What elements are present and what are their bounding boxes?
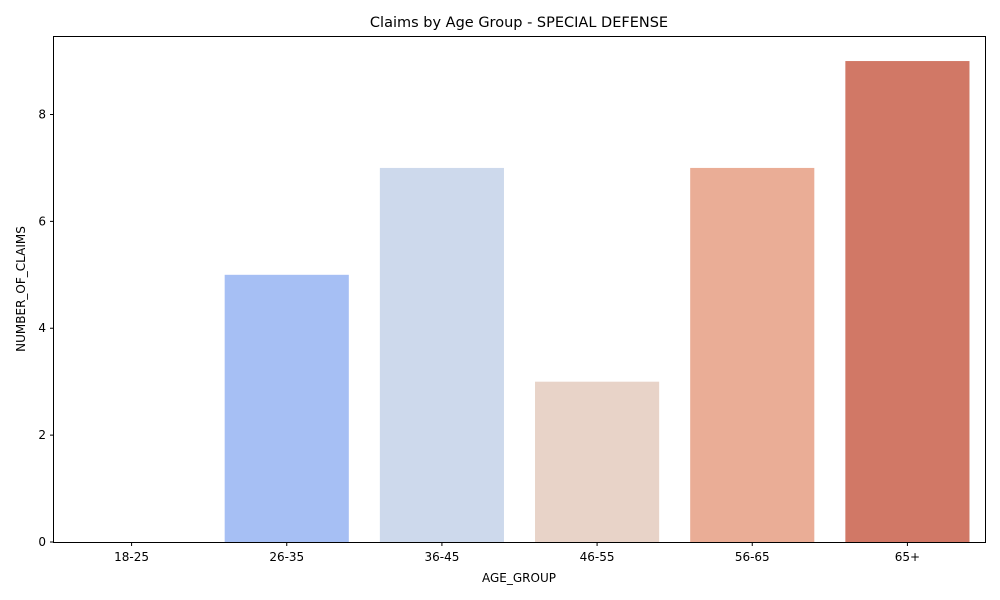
x-axis-label: AGE_GROUP <box>482 571 556 585</box>
x-tick-label: 36-45 <box>424 550 459 564</box>
x-axis-ticks: 18-25 26-35 36-45 46-55 56-65 65+ <box>114 542 920 564</box>
y-axis-label: NUMBER_OF_CLAIMS <box>14 226 28 352</box>
bar-65+ <box>845 61 970 543</box>
plot-frame <box>53 36 986 543</box>
x-tick-label: 26-35 <box>269 550 304 564</box>
y-tick-label: 2 <box>38 428 46 442</box>
bar-56-65 <box>690 167 815 543</box>
x-tick-label: 56-65 <box>735 550 770 564</box>
bar-26-35 <box>224 274 349 542</box>
bars-group <box>224 61 970 543</box>
y-tick-label: 8 <box>38 107 46 121</box>
chart-title: Claims by Age Group - SPECIAL DEFENSE <box>370 15 668 31</box>
x-tick-label: 18-25 <box>114 550 149 564</box>
y-tick-label: 0 <box>38 535 46 549</box>
y-axis-ticks: 0 2 4 6 8 <box>38 107 54 549</box>
y-tick-label: 6 <box>38 214 46 228</box>
x-tick-label: 65+ <box>895 550 920 564</box>
bar-36-45 <box>379 167 504 543</box>
x-tick-label: 46-55 <box>580 550 615 564</box>
bar-46-55 <box>535 381 660 542</box>
y-tick-label: 4 <box>38 321 46 335</box>
